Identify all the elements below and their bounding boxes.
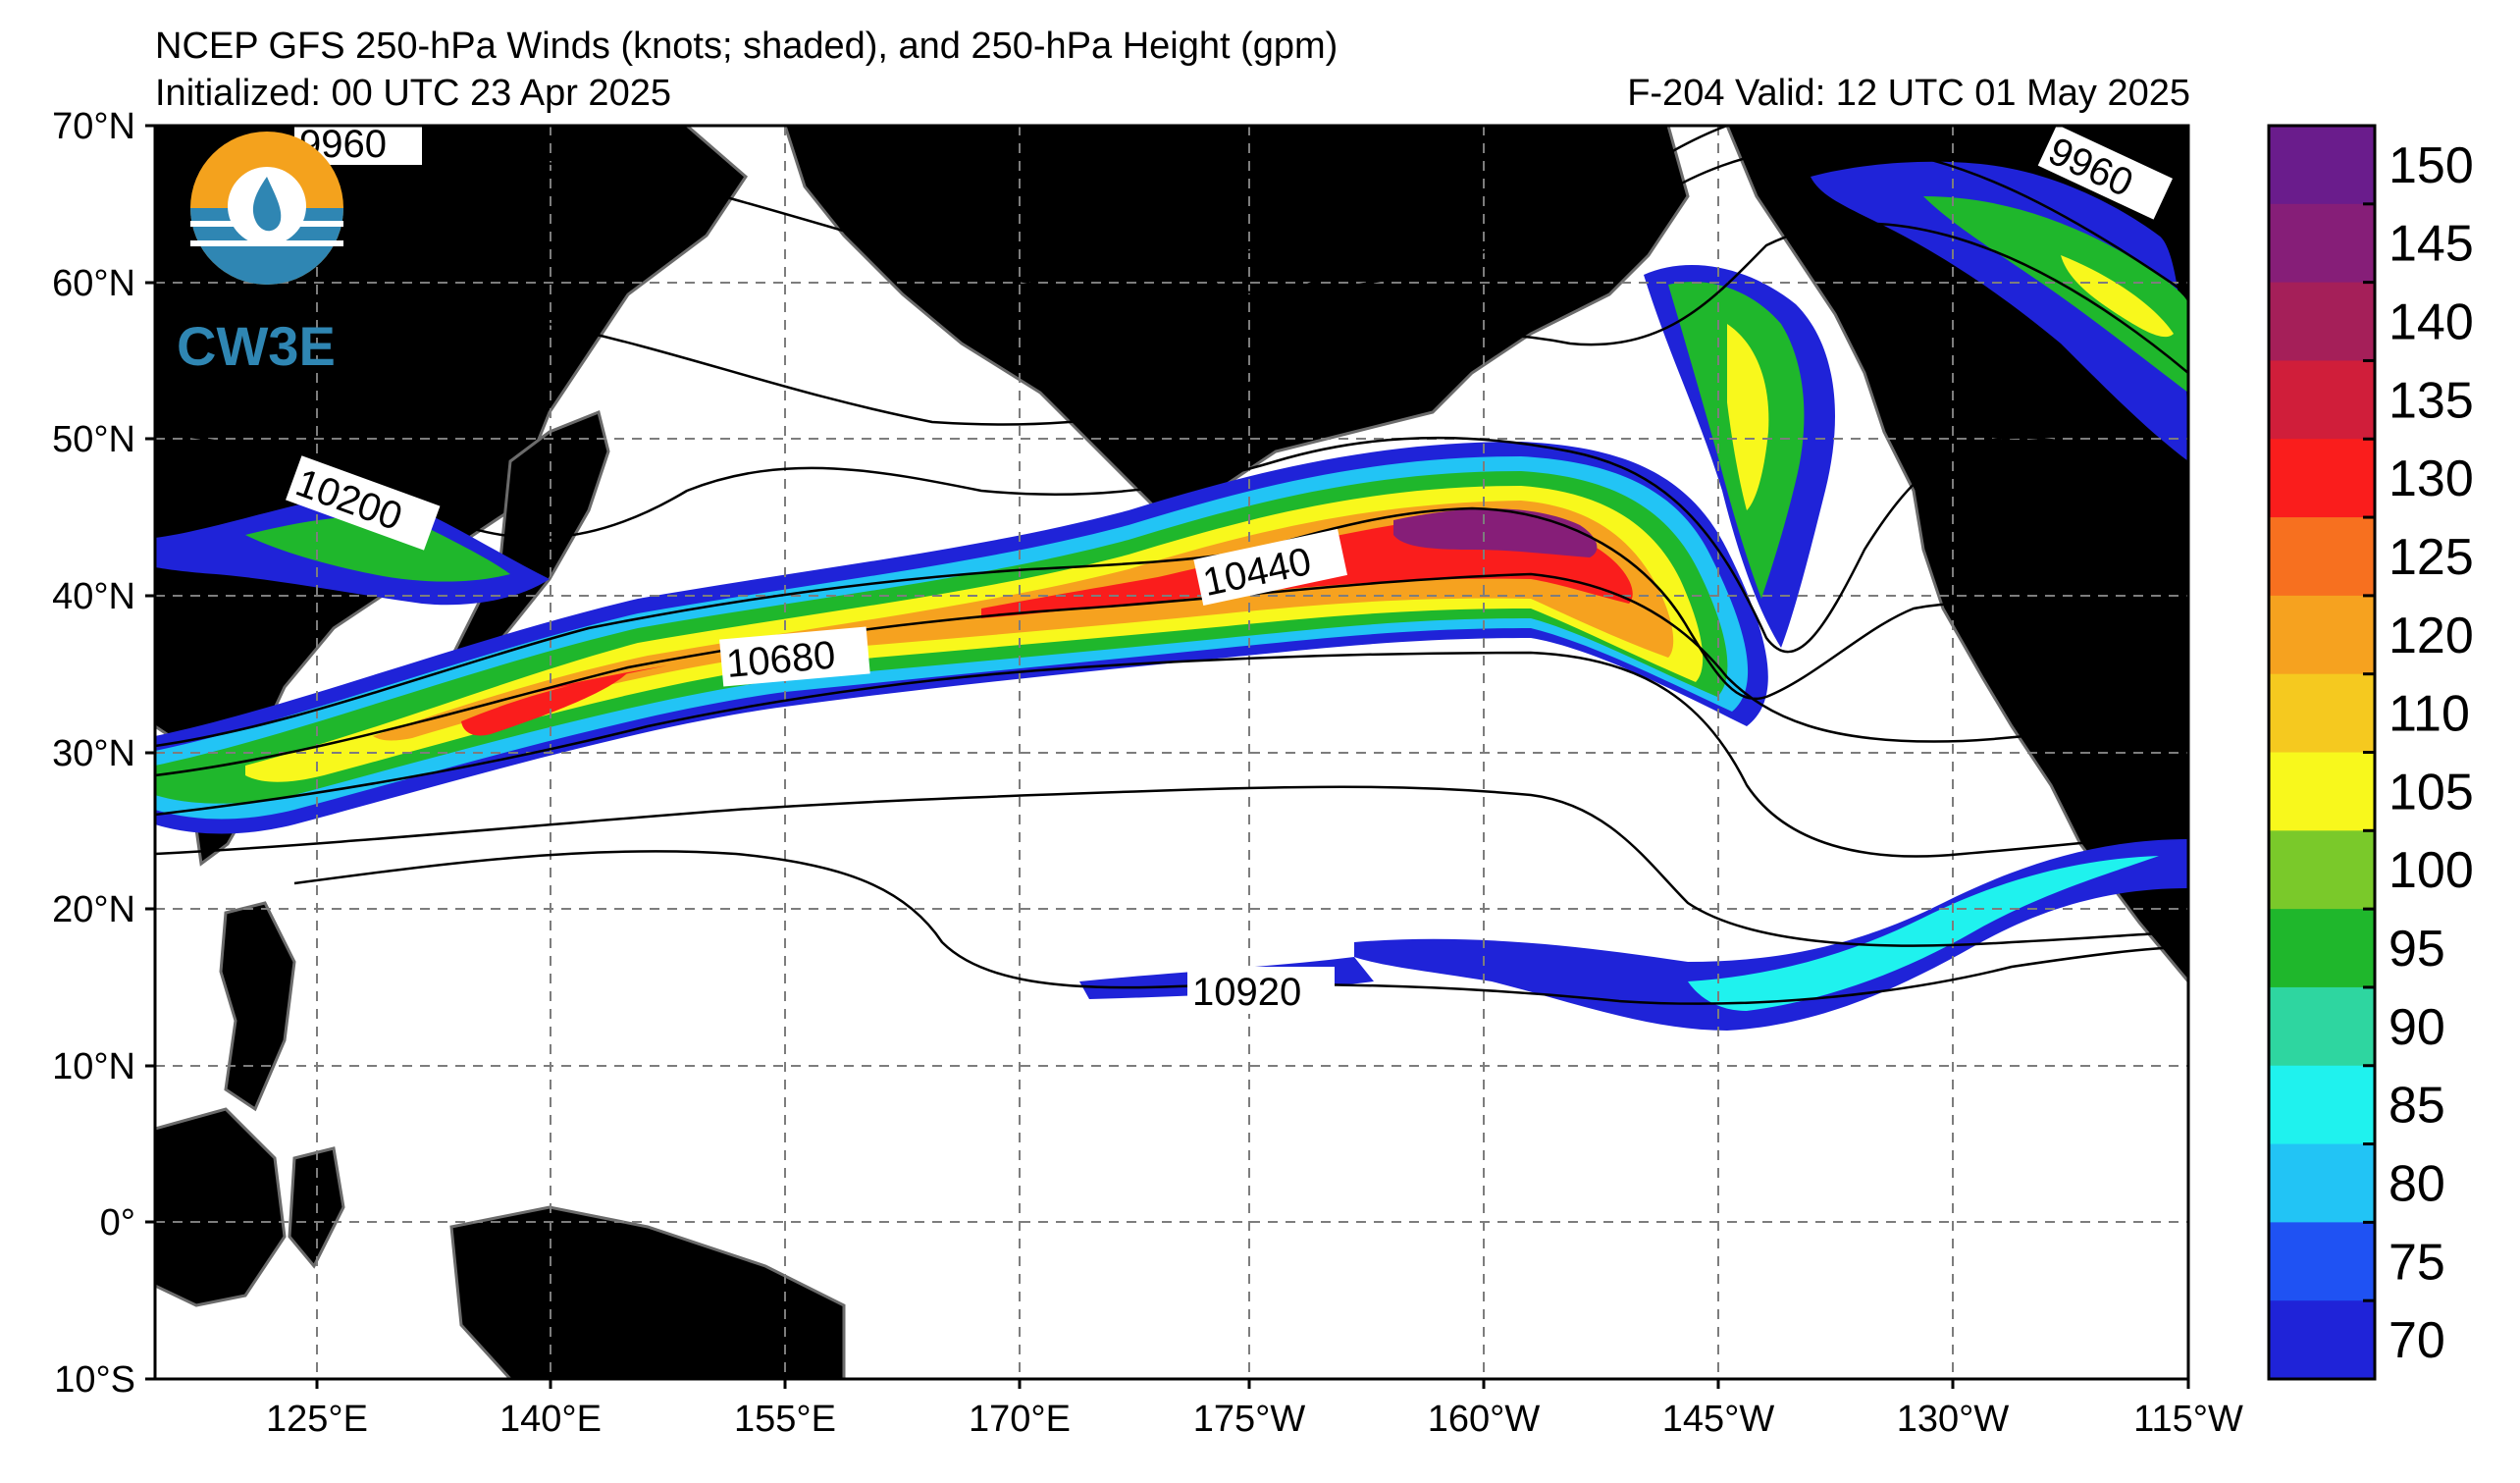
colorbar-tick-label: 135 [2389,372,2474,429]
contour-closed-low [1205,249,1327,294]
lon-label-160w: 160°W [1428,1399,1541,1440]
colorbar-segment [2269,1065,2375,1145]
logo-drop-icon [252,177,282,232]
colorbar-tick-label: 130 [2389,450,2474,507]
colorbar-tick-label: 120 [2389,608,2474,664]
longitude-labels: 125°E 140°E 155°E 170°E 175°W 160°W 145°… [266,1399,2243,1440]
colorbar-tick-label: 80 [2389,1155,2445,1212]
lon-label-155e: 155°E [734,1399,836,1440]
jet-band-135kt [491,519,1633,702]
colorbar-tick-label: 70 [2389,1312,2445,1369]
contour-label-box-2 [2037,126,2174,220]
jet-band-145kt [1393,508,1598,557]
map-title: NCEP GFS 250-hPa Winds (knots; shaded), … [155,26,1339,67]
contour-9960-east [1608,144,2188,296]
western-jet-95kt [245,515,510,582]
colorbar-tick-label: 150 [2389,137,2474,194]
colorbar-segment [2269,360,2375,440]
contour-label-5: 10680 [724,633,837,686]
colorbar-segment [2269,909,2375,988]
alaska-landmass [783,126,1690,512]
jet-core-japan [461,672,628,736]
contour-9960-west [155,126,1728,303]
lat-label-50n: 50°N [52,419,135,460]
lat-label-0: 0° [100,1202,135,1244]
canada-jet-70kt [1811,161,2188,461]
latitude-labels: 70°N 60°N 50°N 40°N 30°N 20°N 10°N 0° 10… [52,106,135,1401]
colorbar-segment [2269,986,2375,1067]
contour-label-box-5 [719,626,870,687]
colorbar-segment [2269,752,2375,831]
subtropical-jet-85kt [1688,856,2159,1011]
colorbar-tick-label: 105 [2389,764,2474,821]
lon-label-130w: 130°W [1897,1399,2010,1440]
lat-label-70n: 70°N [52,106,135,147]
contour-label-6: 10920 [1192,971,1301,1014]
lon-label-145w: 145°W [1662,1399,1775,1440]
contour-label-box-3 [286,455,441,551]
colorbar-segment [2269,1222,2375,1301]
colorbar: 150 145 140 135 130 125 120 110 105 100 95 90 85 80 75… [2267,124,2474,1381]
lat-label-10n: 10°N [52,1046,135,1087]
initialized-time: Initialized: 00 UTC 23 Apr 2025 [155,73,671,114]
lon-label-140e: 140°E [499,1399,602,1440]
lat-label-40n: 40°N [52,576,135,617]
cw3e-logo: CW3E [177,132,343,377]
valid-time: F-204 Valid: 12 UTC 01 May 2025 [1627,73,2190,114]
colorbar-segment [2269,517,2375,597]
colorbar-tick-label: 90 [2389,999,2445,1056]
lon-label-175w: 175°W [1193,1399,1306,1440]
colorbar-segment [2269,595,2375,675]
contour-10920 [293,850,2188,1005]
colorbar-segment [2269,439,2375,518]
contour-closed-high [2039,600,2107,645]
colorbar-segment [2269,1300,2375,1380]
philippines-landmass [219,901,296,1112]
lon-label-115w: 115°W [2133,1399,2243,1440]
colorbar-tick-label: 140 [2389,294,2474,351]
contour-10680 [155,651,2188,858]
height-contours [155,126,2188,1005]
lat-lon-grid [155,126,2188,1379]
contour-10440 [155,506,2188,748]
contour-label-box-4 [1193,528,1348,607]
contour-label-box-6 [1187,967,1335,1014]
colorbar-tick-label: 95 [2389,921,2445,978]
lon-label-125e: 125°E [266,1399,368,1440]
lat-label-30n: 30°N [52,733,135,774]
colorbar-segment [2269,673,2375,753]
axis-ticks [145,124,2190,1389]
contour-10080 [155,222,2188,426]
canada-jet-95kt [1923,196,2188,393]
lat-label-20n: 20°N [52,889,135,930]
colorbar-tick-label: 75 [2389,1234,2445,1291]
colorbar-segment [2269,126,2375,205]
canada-jet-105kt [2061,255,2174,338]
colorbar-tick-label: 100 [2389,842,2474,899]
lat-label-10s: 10°S [54,1359,135,1401]
logo-text: CW3E [177,315,336,377]
colorbar-tick-label: 145 [2389,216,2474,273]
contour-10800 [155,785,2188,947]
colorbar-segment [2269,282,2375,361]
colorbar-tick-label: 125 [2389,529,2474,586]
colorbar-segment [2269,830,2375,910]
japan-landmass [439,409,610,689]
alaska-jet-105kt [1727,324,1769,510]
subtropical-jet-70kt [1354,839,2188,1031]
lat-label-60n: 60°N [52,263,135,304]
contour-10560 [155,572,2188,777]
contour-10200 [155,430,2188,654]
colorbar-tick-label: 85 [2389,1078,2445,1135]
lon-label-170e: 170°E [969,1399,1071,1440]
colorbar-segment [2269,203,2375,284]
borneo-landmass [155,1107,287,1307]
colorbar-tick-label: 110 [2389,686,2470,743]
colorbar-segment [2269,1143,2375,1223]
